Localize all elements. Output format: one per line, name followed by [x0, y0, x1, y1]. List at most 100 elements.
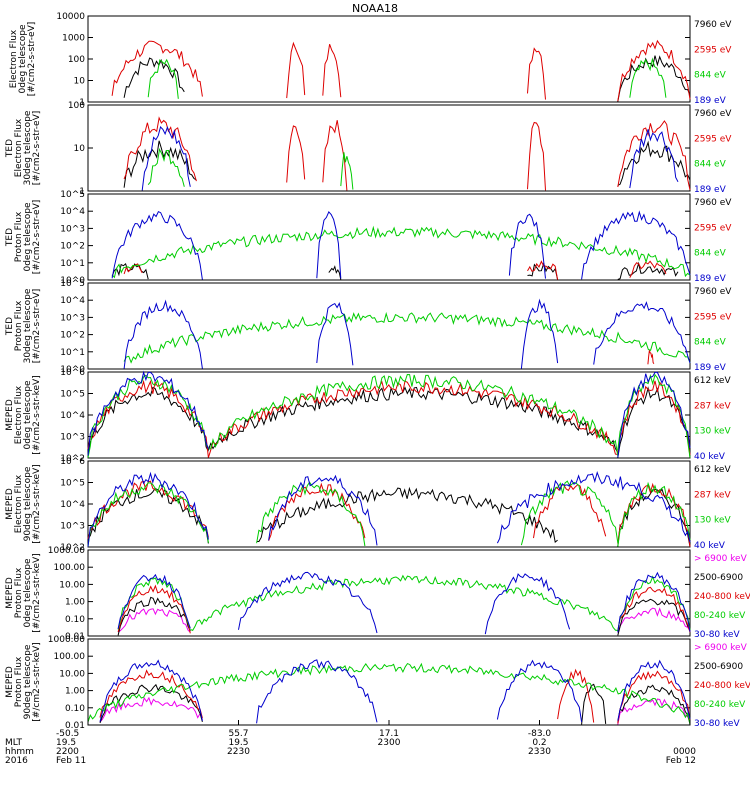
legend-entry: > 6900 keV — [694, 554, 748, 564]
y-tick-label: 10 — [74, 144, 86, 154]
y-axis-label: Proton Flux — [14, 656, 24, 707]
legend-entry: 240-800 keV — [694, 681, 750, 691]
series-trace — [593, 301, 691, 365]
x-row-label: MLT — [5, 738, 23, 748]
legend-entry: 287 keV — [694, 401, 731, 411]
y-tick-label: 10^3 — [60, 224, 85, 234]
y-tick-label: 10^4 — [60, 296, 85, 306]
y-axis-label: 30deg telescope — [23, 288, 33, 363]
y-tick-label: 100.00 — [54, 563, 86, 573]
series-trace — [508, 213, 546, 279]
y-tick-label: 10^0 — [60, 276, 85, 286]
legend-entry: 7960 eV — [694, 20, 732, 30]
series-trace — [87, 487, 209, 544]
legend-entry: 844 eV — [694, 338, 727, 348]
x-tick-label: Feb 11 — [56, 756, 86, 766]
legend-entry: 189 eV — [694, 274, 727, 284]
series-trace — [87, 482, 209, 547]
x-tick-label: 17.1 — [379, 729, 399, 739]
legend-entry: 30-80 keV — [694, 630, 740, 640]
y-tick-label: 100 — [68, 55, 85, 65]
x-tick-label: 2330 — [528, 747, 551, 757]
x-tick-label: Feb 12 — [666, 756, 696, 766]
x-tick-label: 0000 — [673, 747, 696, 757]
series-trace — [617, 575, 691, 631]
series-trace — [496, 470, 691, 544]
series-trace — [111, 40, 203, 97]
x-tick-label: 2300 — [378, 738, 401, 748]
y-tick-label: 10^2 — [60, 242, 85, 252]
series-trace — [123, 140, 197, 188]
y-axis-label: [#/cm2-s-str-eV] — [32, 200, 42, 275]
series-trace — [617, 586, 691, 633]
x-tick-label: 2230 — [227, 747, 250, 757]
series-trace — [286, 41, 306, 99]
x-tick-label: 0.2 — [532, 738, 546, 748]
panel-frame — [87, 193, 691, 281]
y-tick-label: 10^4 — [60, 500, 85, 510]
series-trace — [99, 669, 203, 719]
y-tick-label: 10.00 — [59, 669, 85, 679]
legend-entry: 844 eV — [694, 71, 727, 81]
legend-entry: 7960 eV — [694, 198, 732, 208]
y-axis-label: 30deg telescope — [23, 110, 33, 185]
series-trace — [617, 261, 679, 280]
y-tick-label: 10^2 — [60, 331, 85, 341]
legend-entry: 2595 eV — [694, 134, 732, 144]
legend-entry: 40 keV — [694, 541, 726, 551]
y-tick-label: 0.10 — [65, 615, 85, 625]
legend-entry: 80-240 keV — [694, 611, 746, 621]
y-axis-label: 0deg telescope — [23, 202, 33, 272]
panel-frame — [87, 104, 691, 192]
y-axis-label: Electron Flux — [14, 385, 24, 444]
y-axis-label: Proton Flux — [14, 300, 24, 351]
series-trace — [520, 480, 619, 546]
series-trace — [123, 299, 203, 369]
series-trace — [647, 350, 655, 365]
y-tick-label: 10^0 — [60, 365, 85, 375]
series-trace — [328, 265, 342, 280]
legend-entry: 612 keV — [694, 465, 731, 475]
series-trace — [87, 471, 209, 547]
legend-entry: 30-80 keV — [694, 719, 740, 729]
series-trace — [123, 263, 143, 275]
series-trace — [617, 55, 691, 102]
x-tick-label: 55.7 — [228, 729, 248, 739]
x-tick-label: 19.5 — [56, 738, 76, 748]
series-trace — [99, 696, 203, 723]
y-tick-label: 10^3 — [60, 313, 85, 323]
y-tick-label: 1.00 — [65, 687, 85, 697]
series-trace — [99, 659, 203, 722]
series-trace — [190, 574, 618, 632]
y-tick-label: 10^5 — [60, 390, 85, 400]
series-trace — [617, 481, 691, 547]
y-axis-label: MEPED — [5, 577, 15, 609]
legend-entry: > 6900 keV — [694, 643, 748, 653]
x-row-label: 2016 — [5, 756, 28, 766]
y-tick-label: 10^3 — [60, 433, 85, 443]
series-trace — [617, 39, 691, 102]
panel-frame — [87, 638, 691, 726]
series-trace — [316, 210, 342, 279]
series-trace — [256, 486, 558, 544]
series-trace — [256, 659, 378, 724]
legend-entry: 189 eV — [694, 363, 727, 373]
y-axis-label: TED — [5, 139, 15, 158]
legend-entry: 287 keV — [694, 490, 731, 500]
y-tick-label: 0.01 — [65, 632, 85, 642]
y-tick-label: 10^3 — [60, 522, 85, 532]
chart-title: NOAA18 — [351, 2, 399, 15]
y-axis-label: MEPED — [5, 399, 15, 431]
y-tick-label: 1 — [79, 187, 85, 197]
y-axis-label: TED — [5, 317, 15, 336]
y-tick-label: 1000 — [62, 34, 85, 44]
series-trace — [111, 211, 203, 280]
y-tick-label: 10.00 — [59, 580, 85, 590]
y-axis-label: 0deg telescope — [23, 558, 33, 628]
series-trace — [527, 261, 559, 280]
y-tick-label: 10^5 — [60, 190, 85, 200]
y-axis-label: [#/cm2-s-str-keV] — [32, 375, 42, 454]
series-trace — [87, 374, 209, 458]
y-axis-label: Electron Flux — [14, 118, 24, 177]
y-axis-label: [#/cm2-s-str-eV] — [32, 289, 42, 364]
